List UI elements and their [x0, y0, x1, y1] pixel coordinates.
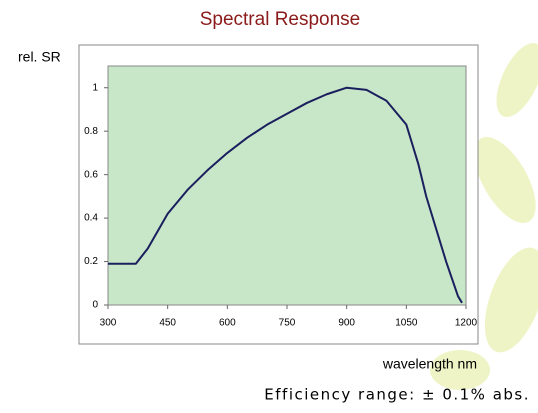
x-axis-label: wavelength nm: [382, 356, 477, 372]
x-tick-label: 900: [338, 318, 355, 329]
y-tick-label: 0.2: [84, 256, 98, 267]
y-tick-label: 0: [92, 300, 98, 311]
x-tick-label: 300: [100, 318, 117, 329]
y-axis-label: rel. SR: [18, 49, 61, 65]
x-tick-label: 750: [279, 318, 296, 329]
chart-title: Spectral Response: [200, 9, 361, 30]
x-tick-label: 450: [159, 318, 176, 329]
y-tick-label: 0.8: [84, 126, 98, 137]
x-tick-label: 600: [219, 318, 236, 329]
plot-area: [107, 65, 467, 306]
background-leaves: [430, 42, 538, 390]
annotation: Efficiency range: ± 0.1% abs.: [264, 386, 530, 404]
y-tick-label: 0.4: [84, 213, 98, 224]
data-line: [108, 86, 463, 304]
y-tick-label: 1: [92, 82, 98, 93]
x-tick-label: 1200: [455, 318, 478, 329]
y-tick-label: 0.6: [84, 169, 98, 180]
x-tick-label: 1050: [395, 318, 418, 329]
